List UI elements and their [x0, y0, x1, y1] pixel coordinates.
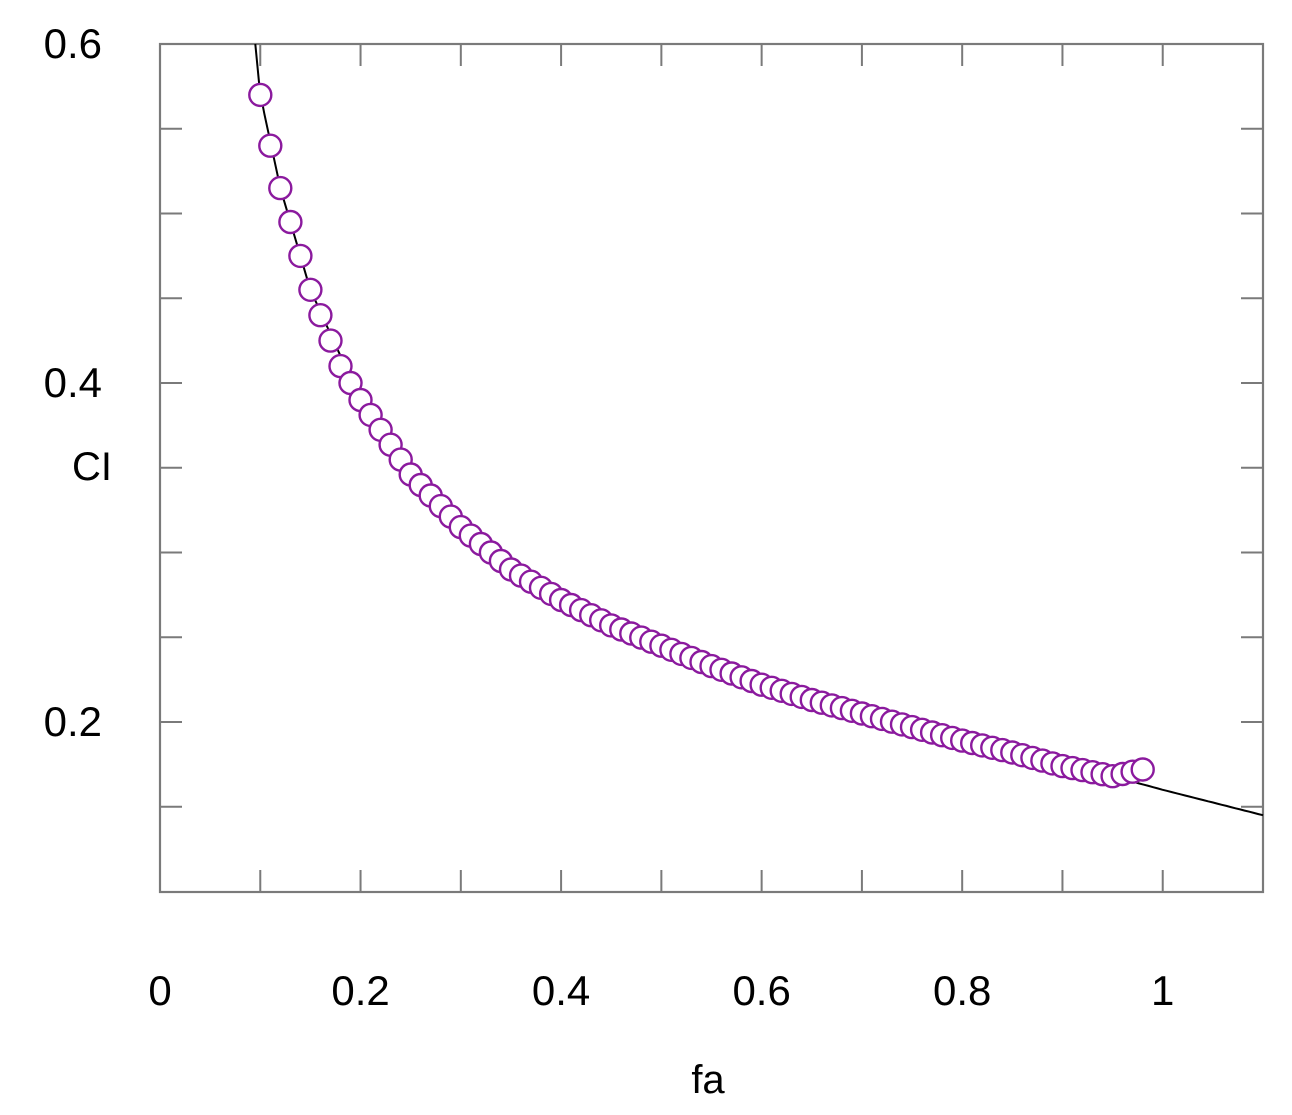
data-point — [268, 175, 293, 201]
data-point — [278, 209, 303, 235]
data-point — [288, 243, 313, 269]
x-tick-label: 0.8 — [933, 967, 991, 1014]
fit-curve-layer — [254, 43, 1264, 817]
y-tick-label: 0.4 — [44, 359, 102, 406]
data-point — [298, 277, 323, 302]
y-axis-label: CI — [72, 445, 112, 489]
axes — [158, 42, 1265, 894]
data-point — [308, 303, 333, 328]
data-point — [248, 82, 273, 108]
x-tick-label: 0.6 — [732, 967, 790, 1014]
data-point — [318, 328, 343, 353]
x-tick-label: 0.4 — [532, 967, 590, 1014]
data-points — [248, 82, 1155, 789]
y-tick-label: 0.6 — [44, 20, 102, 67]
x-axis-label: fa — [691, 1058, 725, 1102]
data-point — [1130, 757, 1155, 782]
fit-curve — [254, 43, 1264, 817]
data-point — [258, 133, 283, 158]
y-tick-label: 0.2 — [44, 698, 102, 745]
tick-labels: 0 0.2 0.4 0.6 0.8 1 0.2 0.4 0.6 — [44, 20, 1175, 1014]
x-tick-label: 0.2 — [331, 967, 389, 1014]
x-tick-label: 0 — [148, 967, 171, 1014]
x-tick-label: 1 — [1151, 967, 1174, 1014]
